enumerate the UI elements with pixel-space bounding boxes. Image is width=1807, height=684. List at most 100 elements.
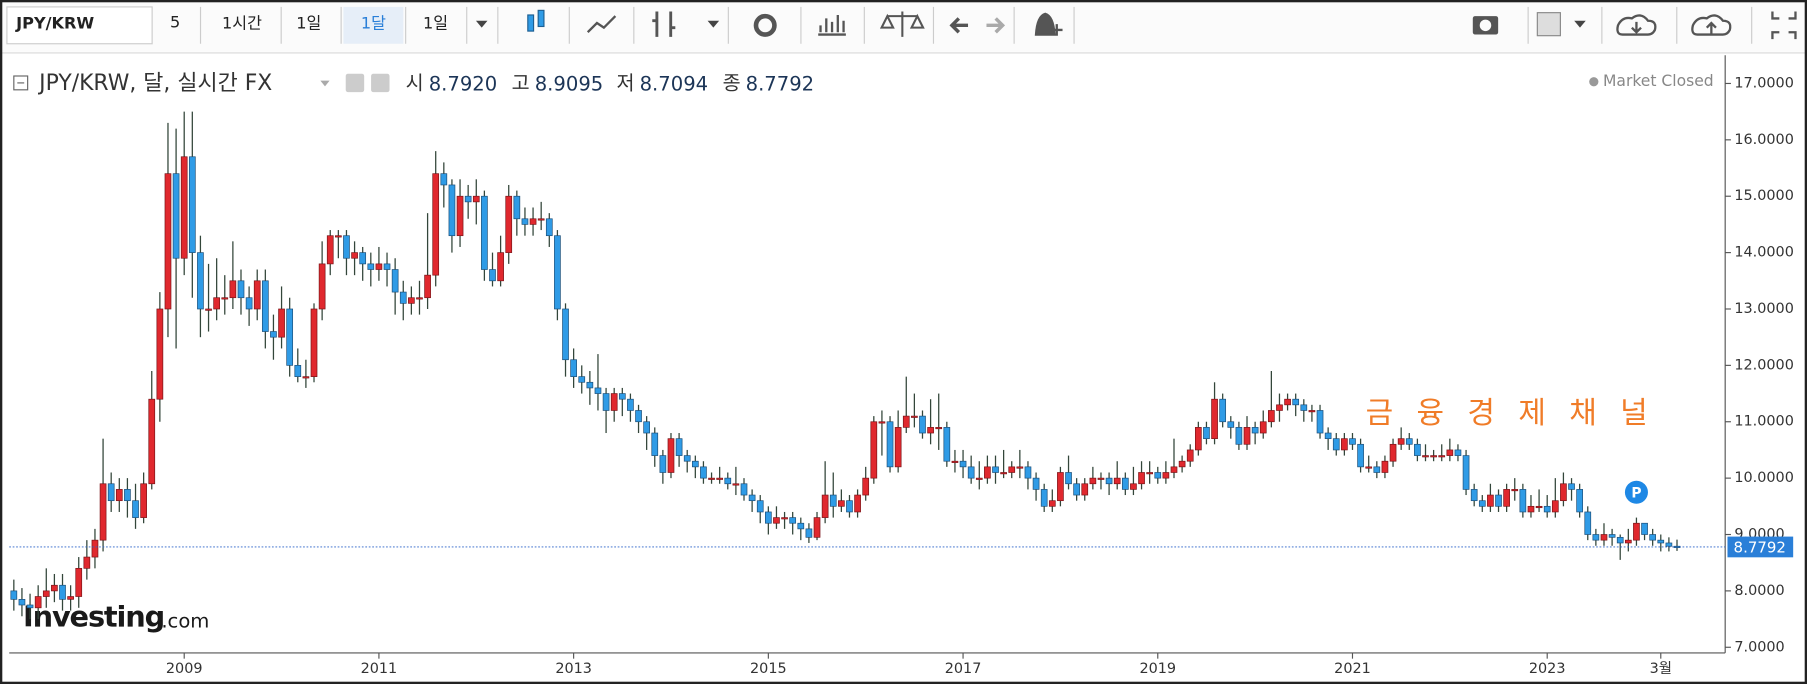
bar-icon[interactable] [652,11,676,37]
candle-body [984,466,991,479]
candle-icon[interactable] [527,9,545,32]
candle-body [748,494,756,502]
logo-brand: Investing [23,599,164,633]
candle-body [562,308,569,361]
interval[interactable]: 1일 [296,14,321,33]
candle-body [489,269,496,282]
candle-body [205,308,212,311]
settings-icon[interactable] [371,73,390,93]
dropdown-icon[interactable] [475,20,488,28]
indicator-icon[interactable] [818,14,846,36]
undo-icon[interactable] [949,17,969,34]
symbol-box[interactable] [6,6,153,45]
candle-body [1121,477,1129,490]
separators [199,6,1753,44]
candle-body [1203,427,1210,440]
settings-icon[interactable] [753,13,777,37]
event-marker[interactable] [1624,480,1648,504]
dropdown-icon[interactable] [1574,20,1586,28]
candle-body [1446,449,1454,456]
candle-body [481,195,488,270]
candle-body [1016,466,1024,469]
collapse-icon[interactable] [13,75,29,91]
candle-body [740,483,748,496]
fullscreen-icon[interactable] [1771,11,1797,40]
candle-body [229,280,237,299]
toolbar-bg [0,0,1807,52]
candle-body [34,596,42,609]
candle-body [1219,398,1227,423]
legend-high-name: 고 [512,72,530,95]
candle-body [1227,421,1235,428]
symbol[interactable]: JPY/KRW [15,14,94,33]
candle-body [821,494,829,518]
candle-body [1414,443,1421,456]
dropdown-icon[interactable] [320,80,330,87]
line-icon[interactable] [586,15,617,34]
candle-body [375,263,383,270]
candle-body [1081,483,1089,496]
candle-body [554,235,561,310]
compare-icon[interactable] [879,11,925,37]
legend-close-value: 8.7792 [746,73,815,96]
candle-body [1576,489,1583,513]
candle-body [1373,466,1381,473]
dropdown-icon[interactable] [707,20,720,28]
y-tick-label: 10.0000 [1734,470,1793,486]
redo-icon[interactable] [986,17,1006,34]
interval[interactable]: 5 [170,13,180,32]
toolbar: JPY/KRW 5 1시간 1일 1달 1일 [0,0,1807,54]
candle-body [919,415,926,434]
candle-body [318,263,326,310]
y-tick-label: 16.0000 [1734,132,1793,148]
candle-body [789,517,797,524]
candle-body [545,218,553,237]
visibility-icon[interactable] [345,73,365,93]
candle-body [1235,427,1243,445]
candle-body [335,235,342,238]
color-icon[interactable] [1536,12,1561,37]
candle-body [1032,477,1040,490]
upload-icon[interactable] [1691,14,1732,36]
candle-body [221,297,229,300]
candle-body [1048,500,1056,507]
candle-body [1341,438,1348,451]
candle-body [1438,455,1446,458]
candle-body [1178,460,1186,468]
candle-body [959,460,967,468]
candle-body [594,387,602,394]
candle-body [675,438,683,456]
candle-body [1105,477,1113,485]
candle-body [26,604,34,609]
alert-icon[interactable] [1034,12,1063,36]
candle-body [1000,472,1007,475]
candle-body [1251,427,1259,434]
candle-body [854,494,861,513]
candle-body [1454,449,1462,456]
candle-body [1503,489,1510,507]
candle-body [164,173,172,310]
candle-body [651,432,659,456]
candle-body [188,156,196,253]
candle-body [813,517,821,538]
candle-body [1624,539,1632,544]
candle-body [383,263,391,270]
candle-body [691,460,699,468]
candle-body [627,398,634,411]
candle-body [1365,466,1373,469]
interval[interactable]: 1일 [423,14,448,33]
candle-body [197,252,204,310]
plot: 7.00008.00009.000010.000011.000012.00001… [9,75,1794,677]
candle-body [1649,534,1657,541]
interval[interactable]: 1달 [361,14,386,33]
x-tick-label: 2009 [166,661,203,677]
candle-body [1397,438,1405,445]
candle-body [1268,410,1275,423]
chart-title: JPY/KRW, 달, 실시간 FX [37,71,272,96]
interval[interactable]: 1시간 [222,14,262,33]
candle-body [1422,455,1429,458]
legend-close-name: 종 [723,72,741,95]
candle-body [440,173,448,186]
download-icon[interactable] [1616,14,1657,36]
